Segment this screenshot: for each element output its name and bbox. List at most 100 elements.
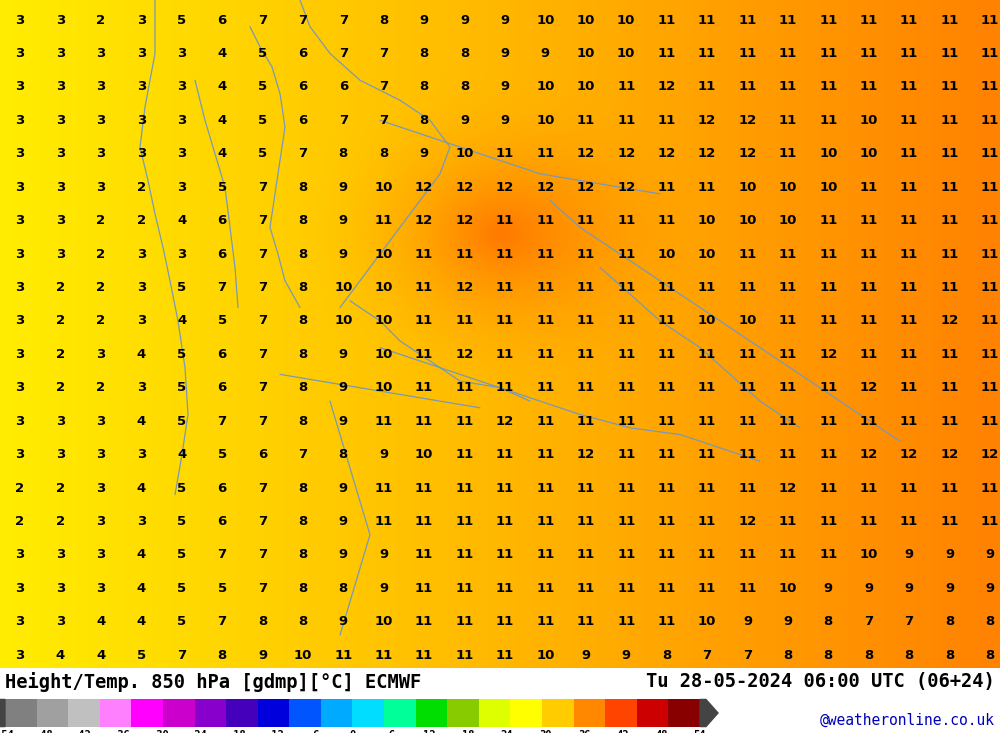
Text: 11: 11 <box>536 515 555 528</box>
Text: 12: 12 <box>981 448 999 461</box>
Text: 2: 2 <box>56 482 65 495</box>
Text: 12: 12 <box>423 730 436 733</box>
Text: 10: 10 <box>819 180 838 194</box>
Text: -48: -48 <box>34 730 53 733</box>
Text: 5: 5 <box>177 347 186 361</box>
Text: 10: 10 <box>577 81 595 93</box>
Text: 11: 11 <box>940 415 959 427</box>
Text: 12: 12 <box>819 347 837 361</box>
Text: 12: 12 <box>455 214 474 227</box>
Text: 11: 11 <box>698 81 716 93</box>
Text: 11: 11 <box>900 381 918 394</box>
Text: 10: 10 <box>536 649 555 662</box>
Bar <box>384 699 416 726</box>
Text: 10: 10 <box>375 347 393 361</box>
Text: -30: -30 <box>150 730 169 733</box>
Text: 5: 5 <box>177 548 186 561</box>
Text: 12: 12 <box>577 448 595 461</box>
Text: 12: 12 <box>617 147 635 161</box>
Text: 11: 11 <box>658 448 676 461</box>
Bar <box>37 699 68 726</box>
Text: 11: 11 <box>415 615 433 628</box>
Text: 8: 8 <box>339 147 348 161</box>
Text: 8: 8 <box>298 281 308 294</box>
Text: 11: 11 <box>779 548 797 561</box>
Text: 7: 7 <box>339 13 348 26</box>
Text: 3: 3 <box>137 515 146 528</box>
Text: 11: 11 <box>536 347 555 361</box>
Text: 11: 11 <box>617 615 635 628</box>
Text: 11: 11 <box>577 615 595 628</box>
Text: 8: 8 <box>379 147 388 161</box>
Text: 11: 11 <box>860 47 878 60</box>
Text: 9: 9 <box>339 415 348 427</box>
Text: 3: 3 <box>15 13 25 26</box>
Text: 11: 11 <box>819 13 837 26</box>
Text: 11: 11 <box>496 147 514 161</box>
Text: 5: 5 <box>258 81 267 93</box>
Text: 8: 8 <box>420 114 429 127</box>
Text: 3: 3 <box>15 615 25 628</box>
Text: 5: 5 <box>218 582 227 594</box>
Text: 10: 10 <box>738 214 757 227</box>
Text: 11: 11 <box>940 81 959 93</box>
Text: 3: 3 <box>137 248 146 260</box>
Text: 5: 5 <box>218 448 227 461</box>
Text: 8: 8 <box>298 515 308 528</box>
Text: -36: -36 <box>111 730 130 733</box>
Text: 11: 11 <box>981 347 999 361</box>
Bar <box>226 699 258 726</box>
Text: 3: 3 <box>137 281 146 294</box>
Text: 10: 10 <box>617 47 635 60</box>
Text: 12: 12 <box>536 180 555 194</box>
Text: 3: 3 <box>56 448 65 461</box>
Text: 8: 8 <box>298 482 308 495</box>
Text: 11: 11 <box>900 13 918 26</box>
Text: 11: 11 <box>819 114 837 127</box>
Text: 11: 11 <box>819 248 837 260</box>
Text: 6: 6 <box>339 81 348 93</box>
Text: 11: 11 <box>415 347 433 361</box>
Text: 11: 11 <box>617 548 635 561</box>
Bar <box>574 699 605 726</box>
FancyArrow shape <box>700 699 718 726</box>
Text: 10: 10 <box>375 180 393 194</box>
Text: 11: 11 <box>617 314 635 328</box>
Text: 11: 11 <box>698 381 716 394</box>
Text: 11: 11 <box>779 248 797 260</box>
Bar <box>163 699 195 726</box>
Text: 11: 11 <box>617 582 635 594</box>
Text: 11: 11 <box>779 515 797 528</box>
Text: 4: 4 <box>96 649 105 662</box>
Text: 11: 11 <box>698 582 716 594</box>
Text: 5: 5 <box>177 415 186 427</box>
Text: 2: 2 <box>96 381 105 394</box>
Bar <box>447 699 479 726</box>
Text: 11: 11 <box>779 114 797 127</box>
Text: 8: 8 <box>298 548 308 561</box>
Text: 10: 10 <box>779 214 797 227</box>
Text: 11: 11 <box>900 515 918 528</box>
Text: 8: 8 <box>824 615 833 628</box>
Text: 11: 11 <box>779 448 797 461</box>
Text: 11: 11 <box>981 47 999 60</box>
Text: 11: 11 <box>577 281 595 294</box>
Text: 12: 12 <box>658 147 676 161</box>
Text: 9: 9 <box>339 381 348 394</box>
Text: 11: 11 <box>698 347 716 361</box>
Text: 11: 11 <box>860 347 878 361</box>
Text: 11: 11 <box>860 13 878 26</box>
Text: 3: 3 <box>137 114 146 127</box>
Text: 11: 11 <box>738 482 757 495</box>
Text: 11: 11 <box>940 482 959 495</box>
Text: 5: 5 <box>177 281 186 294</box>
Text: 11: 11 <box>536 314 555 328</box>
Text: 11: 11 <box>496 582 514 594</box>
Text: 11: 11 <box>415 281 433 294</box>
Text: 11: 11 <box>617 214 635 227</box>
Text: 5: 5 <box>258 147 267 161</box>
Text: 5: 5 <box>137 649 146 662</box>
Text: 11: 11 <box>779 47 797 60</box>
Text: 12: 12 <box>617 180 635 194</box>
Text: 11: 11 <box>981 482 999 495</box>
